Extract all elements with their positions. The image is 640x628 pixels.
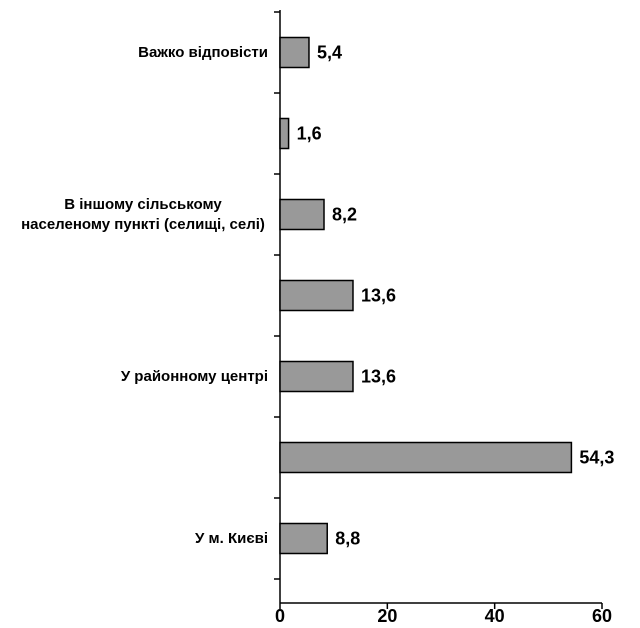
- category-label: В іншому сільському населеному пункті (с…: [21, 195, 265, 233]
- bar: [279, 360, 354, 393]
- bar: [279, 279, 354, 312]
- bar: [279, 117, 290, 150]
- bar: [279, 522, 328, 555]
- value-label: 54,3: [579, 447, 614, 467]
- x-tick-label: 20: [377, 606, 397, 626]
- x-tick-label: 60: [592, 606, 612, 626]
- category-label: У районному центрі: [120, 367, 268, 385]
- value-label: 13,6: [361, 285, 396, 305]
- bar: [279, 36, 310, 69]
- x-tick-label: 40: [485, 606, 505, 626]
- bar: [279, 441, 573, 474]
- x-tick-label: 0: [275, 606, 285, 626]
- category-label: Важко відповісти: [138, 43, 268, 61]
- category-label: У м. Києві: [195, 529, 268, 547]
- bar: [279, 198, 325, 231]
- value-label: 8,2: [332, 204, 357, 224]
- value-label: 13,6: [361, 366, 396, 386]
- value-label: 1,6: [297, 123, 322, 143]
- value-label: 8,8: [335, 528, 360, 548]
- value-label: 5,4: [317, 42, 342, 62]
